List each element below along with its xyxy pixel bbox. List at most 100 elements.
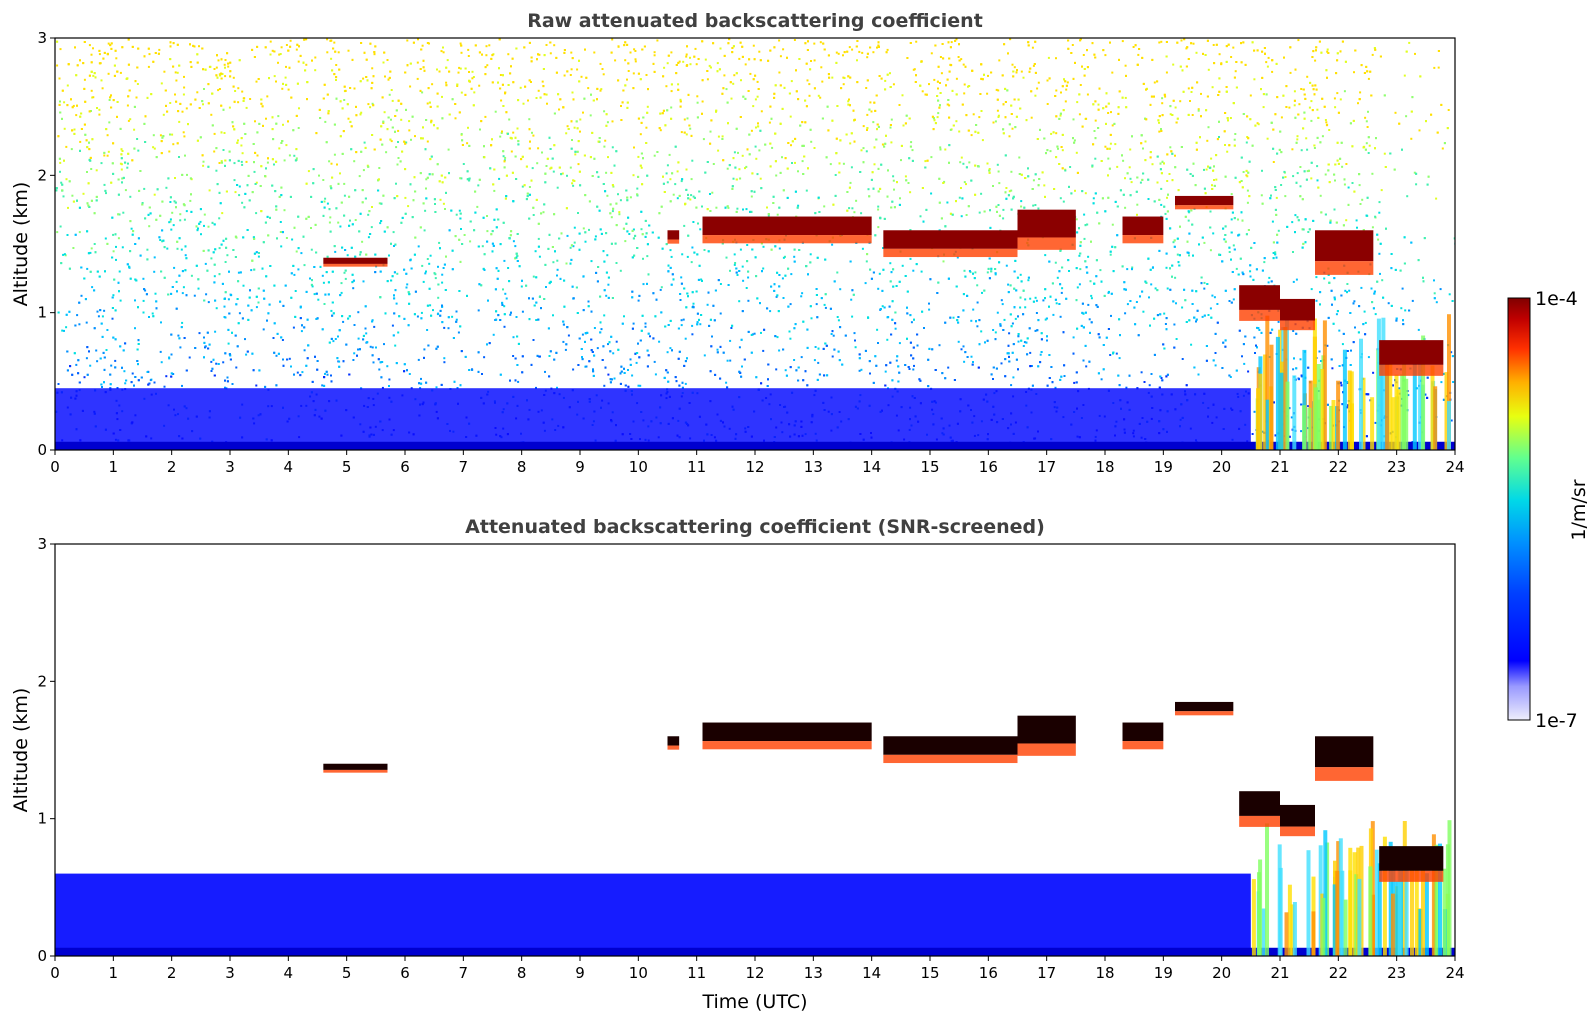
- speckle: [1085, 365, 1088, 368]
- speckle: [756, 80, 759, 83]
- speckle: [861, 51, 864, 54]
- speckle: [514, 245, 517, 248]
- speckle: [1212, 44, 1215, 46]
- speckle: [241, 201, 244, 204]
- speckle: [441, 273, 444, 276]
- speckle: [797, 204, 800, 207]
- speckle: [642, 283, 645, 286]
- speckle: [639, 133, 642, 136]
- speckle: [1371, 53, 1374, 56]
- speckle: [717, 149, 720, 152]
- speckle: [670, 90, 673, 93]
- speckle: [1249, 270, 1252, 273]
- speckle: [1414, 52, 1416, 55]
- speckle: [813, 42, 816, 45]
- speckle: [958, 196, 961, 199]
- speckle: [1277, 229, 1280, 232]
- speckle: [584, 240, 587, 243]
- speckle: [182, 93, 185, 96]
- speckle: [366, 164, 369, 167]
- speckle: [856, 59, 858, 62]
- speckle: [362, 169, 365, 172]
- speckle: [886, 48, 889, 51]
- speckle: [346, 254, 349, 257]
- speckle: [298, 107, 300, 110]
- speckle: [699, 228, 702, 231]
- speckle: [775, 174, 778, 177]
- speckle: [1069, 166, 1072, 168]
- speckle: [760, 331, 762, 334]
- speckle: [1090, 297, 1093, 300]
- speckle: [944, 148, 947, 151]
- speckle: [435, 386, 438, 389]
- speckle: [930, 52, 933, 55]
- speckle: [328, 160, 331, 163]
- speckle: [542, 211, 545, 214]
- speckle: [619, 199, 622, 202]
- speckle: [1364, 116, 1367, 119]
- speckle: [80, 294, 83, 297]
- speckle: [96, 310, 99, 313]
- speckle: [379, 222, 382, 225]
- speckle: [831, 355, 834, 358]
- speckle: [842, 54, 844, 57]
- speckle: [107, 42, 110, 45]
- speckle: [579, 118, 582, 121]
- speckle: [471, 70, 474, 73]
- speckle: [639, 384, 642, 387]
- speckle: [503, 325, 506, 328]
- speckle: [996, 163, 999, 166]
- speckle: [913, 364, 915, 367]
- speckle: [604, 139, 607, 142]
- speckle: [175, 79, 178, 82]
- speckle: [719, 312, 722, 315]
- speckle: [611, 146, 614, 149]
- speckle: [1377, 238, 1380, 241]
- speckle: [1230, 218, 1233, 221]
- speckle: [878, 272, 881, 275]
- speckle: [240, 144, 243, 147]
- speckle: [900, 159, 902, 162]
- speckle: [747, 299, 750, 302]
- speckle: [631, 374, 634, 377]
- speckle: [172, 224, 175, 227]
- speckle: [434, 203, 436, 205]
- speckle: [612, 185, 615, 188]
- speckle: [1175, 302, 1177, 305]
- speckle: [183, 86, 186, 89]
- speckle: [733, 263, 736, 266]
- speckle: [1181, 306, 1184, 309]
- speckle: [817, 361, 820, 364]
- speckle: [997, 114, 1000, 117]
- speckle: [245, 106, 248, 109]
- speckle: [955, 120, 958, 123]
- speckle: [1087, 303, 1090, 306]
- speckle: [120, 168, 123, 171]
- speckle: [432, 309, 434, 312]
- speckle: [793, 39, 796, 41]
- speckle: [1310, 100, 1313, 103]
- speckle: [168, 150, 171, 153]
- speckle: [884, 79, 887, 82]
- speckle: [502, 155, 505, 158]
- speckle: [221, 212, 224, 215]
- speckle: [126, 166, 129, 169]
- speckle: [636, 187, 639, 190]
- speckle: [836, 271, 839, 274]
- speckle: [317, 298, 320, 301]
- speckle: [872, 51, 875, 54]
- speckle: [637, 384, 640, 387]
- speckle: [754, 98, 757, 101]
- speckle: [704, 58, 707, 61]
- speckle: [447, 327, 450, 330]
- speckle: [111, 317, 114, 320]
- speckle: [1272, 161, 1275, 163]
- speckle: [1296, 172, 1299, 175]
- speckle: [1272, 252, 1275, 254]
- speckle: [1094, 157, 1097, 160]
- speckle: [1128, 166, 1131, 169]
- speckle: [165, 375, 168, 378]
- speckle: [600, 88, 603, 91]
- speckle: [361, 240, 364, 243]
- speckle: [1234, 133, 1237, 135]
